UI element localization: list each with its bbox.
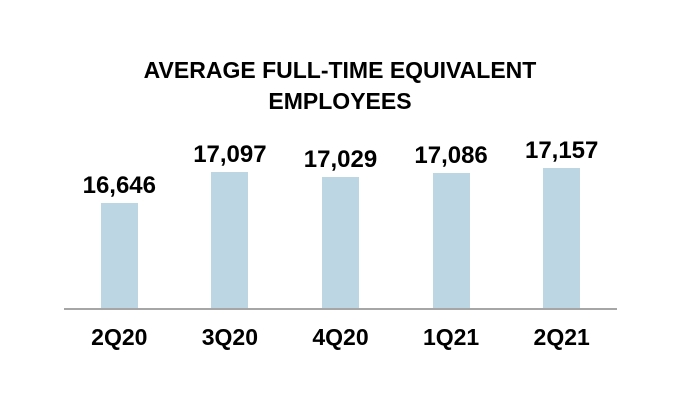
bar-column: 17,029 [285, 138, 396, 308]
value-label: 17,157 [524, 137, 599, 164]
chart-title: AVERAGE FULL-TIME EQUIVALENT EMPLOYEES [143, 57, 537, 114]
x-axis-line [64, 308, 617, 310]
bar-column: 16,646 [64, 138, 175, 308]
category-label: 3Q20 [201, 324, 259, 350]
value-label: 16,646 [82, 172, 156, 199]
bar [432, 173, 470, 308]
value-label: 17,097 [193, 141, 267, 168]
value-label: 17,029 [303, 146, 378, 173]
bar-column: 17,097 [175, 138, 286, 308]
bar [321, 177, 359, 308]
category-label: 1Q21 [422, 324, 480, 350]
value-label: 17,086 [414, 142, 488, 169]
bar-column: 17,157 [506, 138, 617, 308]
category-label: 2Q21 [533, 324, 590, 350]
bar [543, 168, 581, 308]
x-axis-labels: 2Q20 3Q20 4Q20 1Q21 2Q21 [64, 326, 617, 349]
bar [211, 172, 249, 308]
category-label: 2Q20 [91, 324, 148, 350]
plot-area: 16,646 17,097 17,029 17,086 17,157 [64, 138, 617, 308]
bar-column: 17,086 [396, 138, 507, 308]
bar [100, 203, 138, 308]
category-label: 4Q20 [312, 324, 369, 350]
